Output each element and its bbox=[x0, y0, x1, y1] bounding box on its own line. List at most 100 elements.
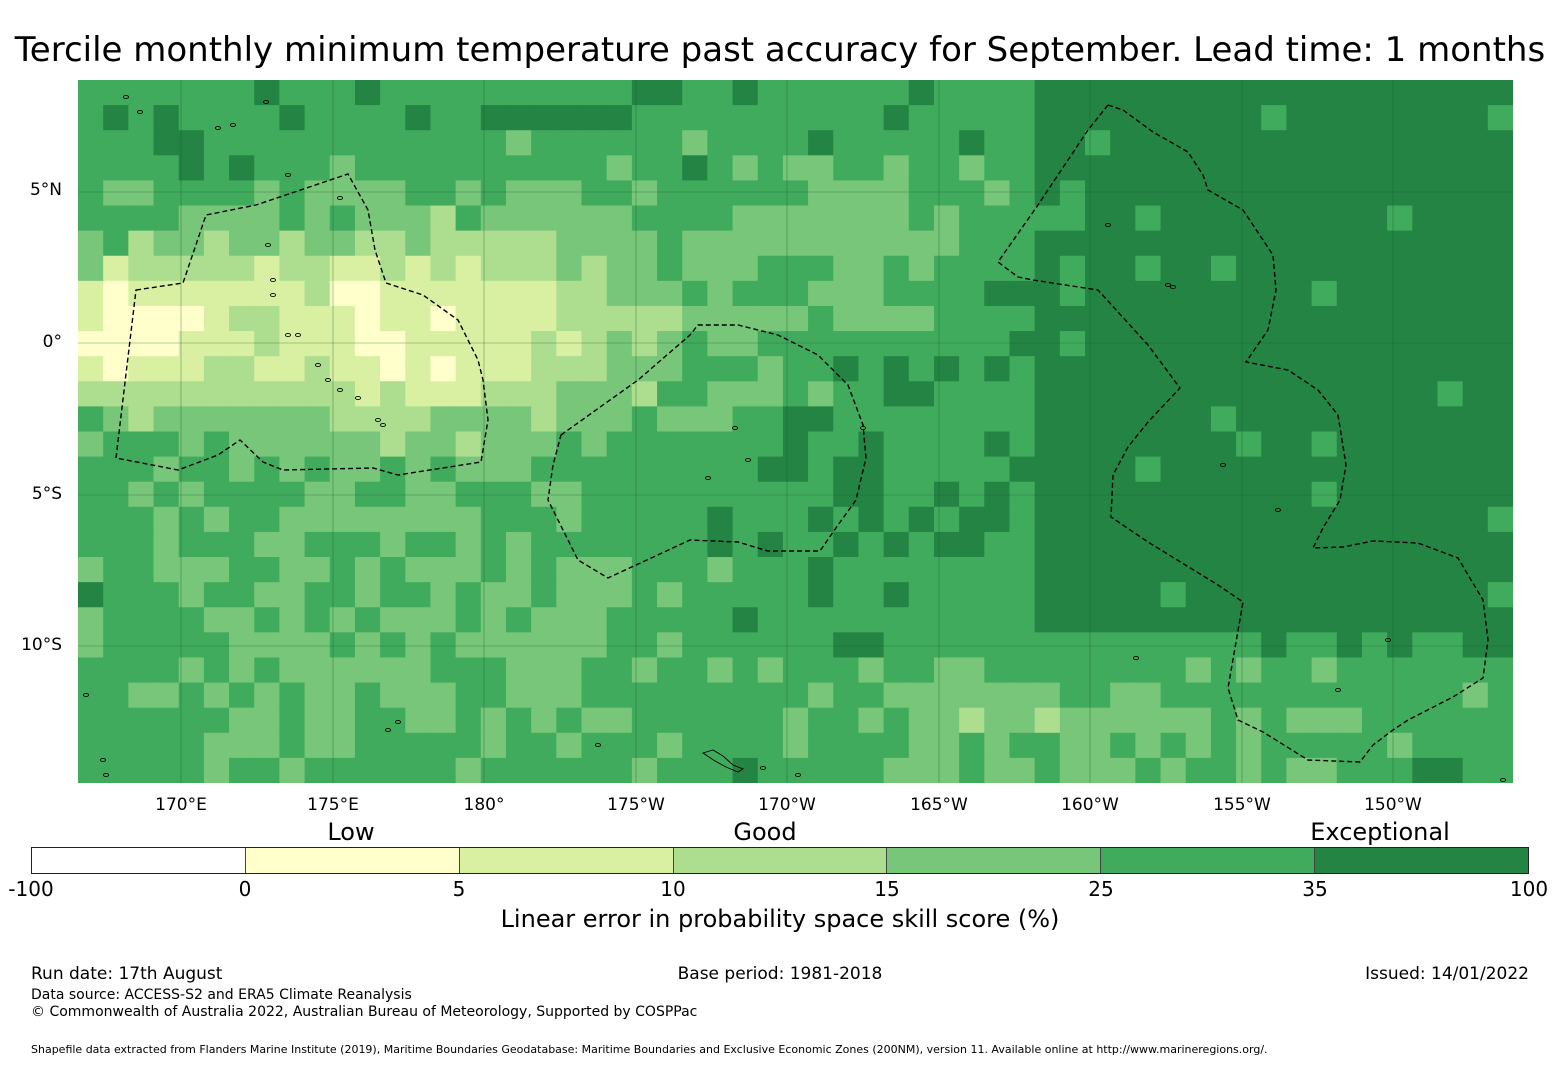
skill-cell bbox=[531, 431, 557, 458]
skill-cell bbox=[78, 331, 104, 357]
skill-cell bbox=[707, 682, 734, 709]
skill-cell bbox=[304, 255, 331, 282]
skill-cell bbox=[279, 707, 306, 734]
lat-label-0: 0° bbox=[42, 332, 62, 352]
skill-cell bbox=[380, 130, 406, 156]
skill-cell bbox=[1336, 707, 1363, 734]
skill-cell bbox=[1236, 105, 1262, 131]
skill-cell bbox=[279, 230, 306, 257]
skill-cell bbox=[354, 381, 381, 407]
skill-cell bbox=[1261, 557, 1288, 583]
skill-cell bbox=[203, 130, 230, 156]
skill-cell bbox=[1085, 205, 1111, 232]
skill-cell bbox=[1236, 757, 1262, 783]
skill-cell bbox=[833, 632, 860, 659]
skill-cell bbox=[1336, 155, 1363, 182]
lon-label-155w: 155°W bbox=[1213, 795, 1271, 815]
skill-cell bbox=[1437, 381, 1464, 407]
skill-cell bbox=[480, 607, 507, 633]
skill-cell bbox=[78, 456, 104, 483]
skill-cell bbox=[455, 180, 482, 207]
skill-cell bbox=[1336, 230, 1363, 257]
skill-cell bbox=[531, 280, 557, 307]
skill-cell bbox=[254, 406, 281, 433]
skill-cell bbox=[1286, 632, 1313, 659]
skill-cell bbox=[329, 155, 356, 182]
skill-cell bbox=[128, 431, 155, 458]
skill-cell bbox=[1361, 255, 1388, 282]
skill-cell bbox=[1085, 757, 1111, 783]
skill-cell bbox=[229, 255, 255, 282]
island-outline bbox=[355, 395, 361, 401]
skill-cell bbox=[606, 356, 633, 382]
skill-cell bbox=[682, 205, 708, 232]
skill-cell bbox=[430, 155, 457, 182]
skill-cell bbox=[254, 531, 281, 558]
skill-cell bbox=[128, 707, 155, 734]
skill-cell bbox=[128, 105, 155, 131]
skill-cell bbox=[1361, 557, 1388, 583]
skill-cell bbox=[707, 155, 734, 182]
skill-cell bbox=[405, 381, 432, 407]
skill-cell bbox=[1034, 356, 1061, 382]
skill-cell bbox=[78, 406, 104, 433]
skill-cell bbox=[883, 557, 910, 583]
skill-cell bbox=[1210, 180, 1237, 207]
island-outline bbox=[385, 727, 391, 733]
skill-cell bbox=[1059, 230, 1086, 257]
skill-cell bbox=[757, 230, 784, 257]
skill-cell bbox=[279, 356, 306, 382]
skill-cell bbox=[1261, 155, 1288, 182]
skill-cell bbox=[279, 757, 306, 783]
skill-cell bbox=[1387, 305, 1413, 332]
skill-cell bbox=[455, 205, 482, 232]
skill-cell bbox=[1261, 657, 1288, 684]
skill-cell bbox=[1059, 657, 1086, 684]
skill-cell bbox=[1210, 732, 1237, 759]
skill-cell bbox=[1437, 506, 1464, 533]
skill-cell bbox=[1009, 481, 1036, 508]
skill-cell bbox=[757, 280, 784, 307]
skill-cell bbox=[380, 707, 406, 734]
skill-cell bbox=[1412, 757, 1439, 783]
skill-cell bbox=[178, 506, 205, 533]
skill-cell bbox=[1361, 506, 1388, 533]
skill-cell bbox=[178, 280, 205, 307]
skill-cell bbox=[380, 331, 406, 357]
skill-cell bbox=[556, 607, 583, 633]
skill-cell bbox=[1286, 456, 1313, 483]
skill-cell bbox=[883, 732, 910, 759]
skill-cell bbox=[1185, 130, 1212, 156]
skill-cell bbox=[380, 732, 406, 759]
skill-cell bbox=[933, 255, 960, 282]
skill-cell bbox=[304, 381, 331, 407]
skill-cell bbox=[1135, 607, 1162, 633]
skill-cell bbox=[254, 280, 281, 307]
skill-cell bbox=[833, 105, 860, 131]
skill-cell bbox=[1185, 305, 1212, 332]
skill-cell bbox=[984, 632, 1011, 659]
skill-cell bbox=[455, 331, 482, 357]
skill-cell bbox=[254, 682, 281, 709]
skill-cell bbox=[505, 280, 532, 307]
skill-cell bbox=[178, 305, 205, 332]
colorbar-tick: 35 bbox=[1302, 877, 1328, 901]
skill-cell bbox=[1160, 732, 1187, 759]
skill-cell bbox=[430, 657, 457, 684]
skill-cell bbox=[405, 557, 432, 583]
skill-cell bbox=[1135, 582, 1162, 608]
skill-cell bbox=[128, 205, 155, 232]
skill-cell bbox=[1009, 205, 1036, 232]
skill-cell bbox=[1160, 80, 1187, 106]
skill-cell bbox=[1034, 230, 1061, 257]
skill-cell bbox=[1311, 80, 1338, 106]
skill-cell bbox=[1160, 632, 1187, 659]
skill-cell bbox=[1160, 431, 1187, 458]
skill-cell bbox=[1009, 682, 1036, 709]
skill-cell bbox=[1286, 707, 1313, 734]
skill-cell bbox=[1236, 356, 1262, 382]
skill-cell bbox=[707, 431, 734, 458]
skill-cell bbox=[1336, 406, 1363, 433]
skill-cell bbox=[657, 757, 683, 783]
skill-cell bbox=[1059, 406, 1086, 433]
